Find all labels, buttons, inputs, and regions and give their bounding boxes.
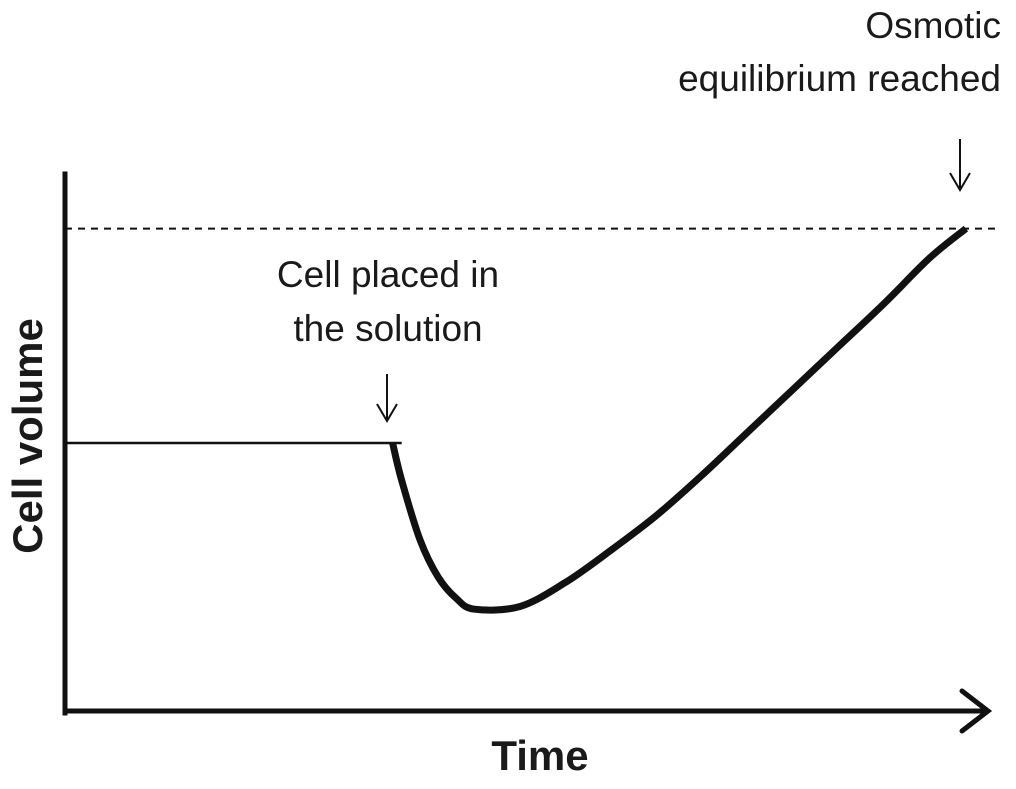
annotation-cell-placed-line-2: the solution (293, 308, 482, 349)
annotation-equilibrium-line-2: equilibrium reached (678, 58, 1001, 99)
x-axis-title: Time (491, 732, 588, 779)
annotation-equilibrium-line-1: Osmotic (865, 5, 1001, 46)
x-axis-arrowhead (959, 688, 993, 734)
down-arrow-icon (949, 139, 971, 192)
annotation-equilibrium: Osmotic equilibrium reached (678, 5, 1001, 192)
y-axis-title: Cell volume (4, 318, 51, 554)
arrow-head (376, 403, 398, 423)
annotation-cell-placed-line-1: Cell placed in (277, 254, 499, 295)
series-layer (65, 225, 969, 614)
annotation-cell-placed: Cell placed in the solution (277, 254, 499, 423)
down-arrow-icon (376, 374, 398, 423)
cell-volume-curve-response (389, 225, 969, 614)
arrow-head (949, 172, 971, 192)
